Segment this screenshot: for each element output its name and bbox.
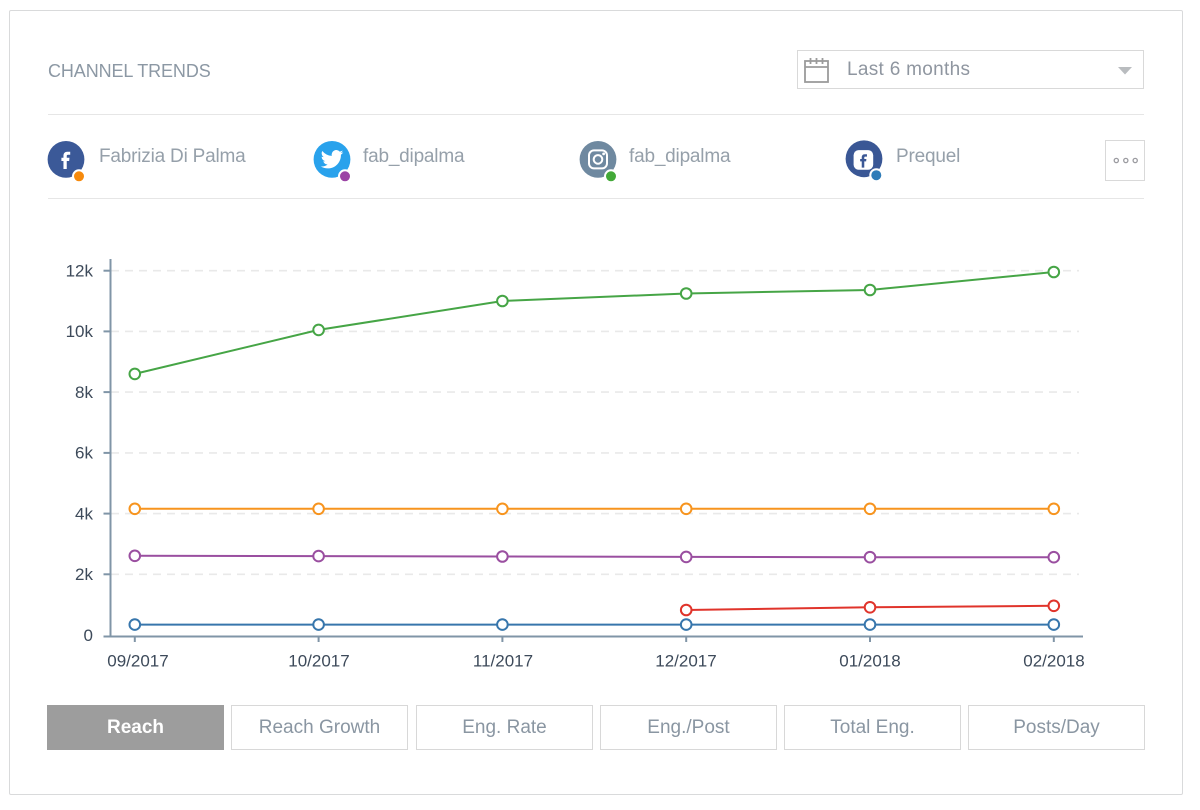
svg-text:10/2017: 10/2017 [288,652,349,671]
svg-text:10k: 10k [66,322,94,341]
svg-text:4k: 4k [75,504,93,523]
svg-text:09/2017: 09/2017 [107,652,168,671]
svg-text:0: 0 [84,626,93,645]
svg-text:8k: 8k [75,383,93,402]
svg-text:01/2018: 01/2018 [839,652,900,671]
svg-text:12/2017: 12/2017 [655,652,716,671]
svg-text:6k: 6k [75,444,93,463]
svg-text:12k: 12k [66,262,94,281]
svg-text:02/2018: 02/2018 [1023,652,1084,671]
svg-text:11/2017: 11/2017 [473,652,533,671]
svg-text:2k: 2k [75,565,93,584]
